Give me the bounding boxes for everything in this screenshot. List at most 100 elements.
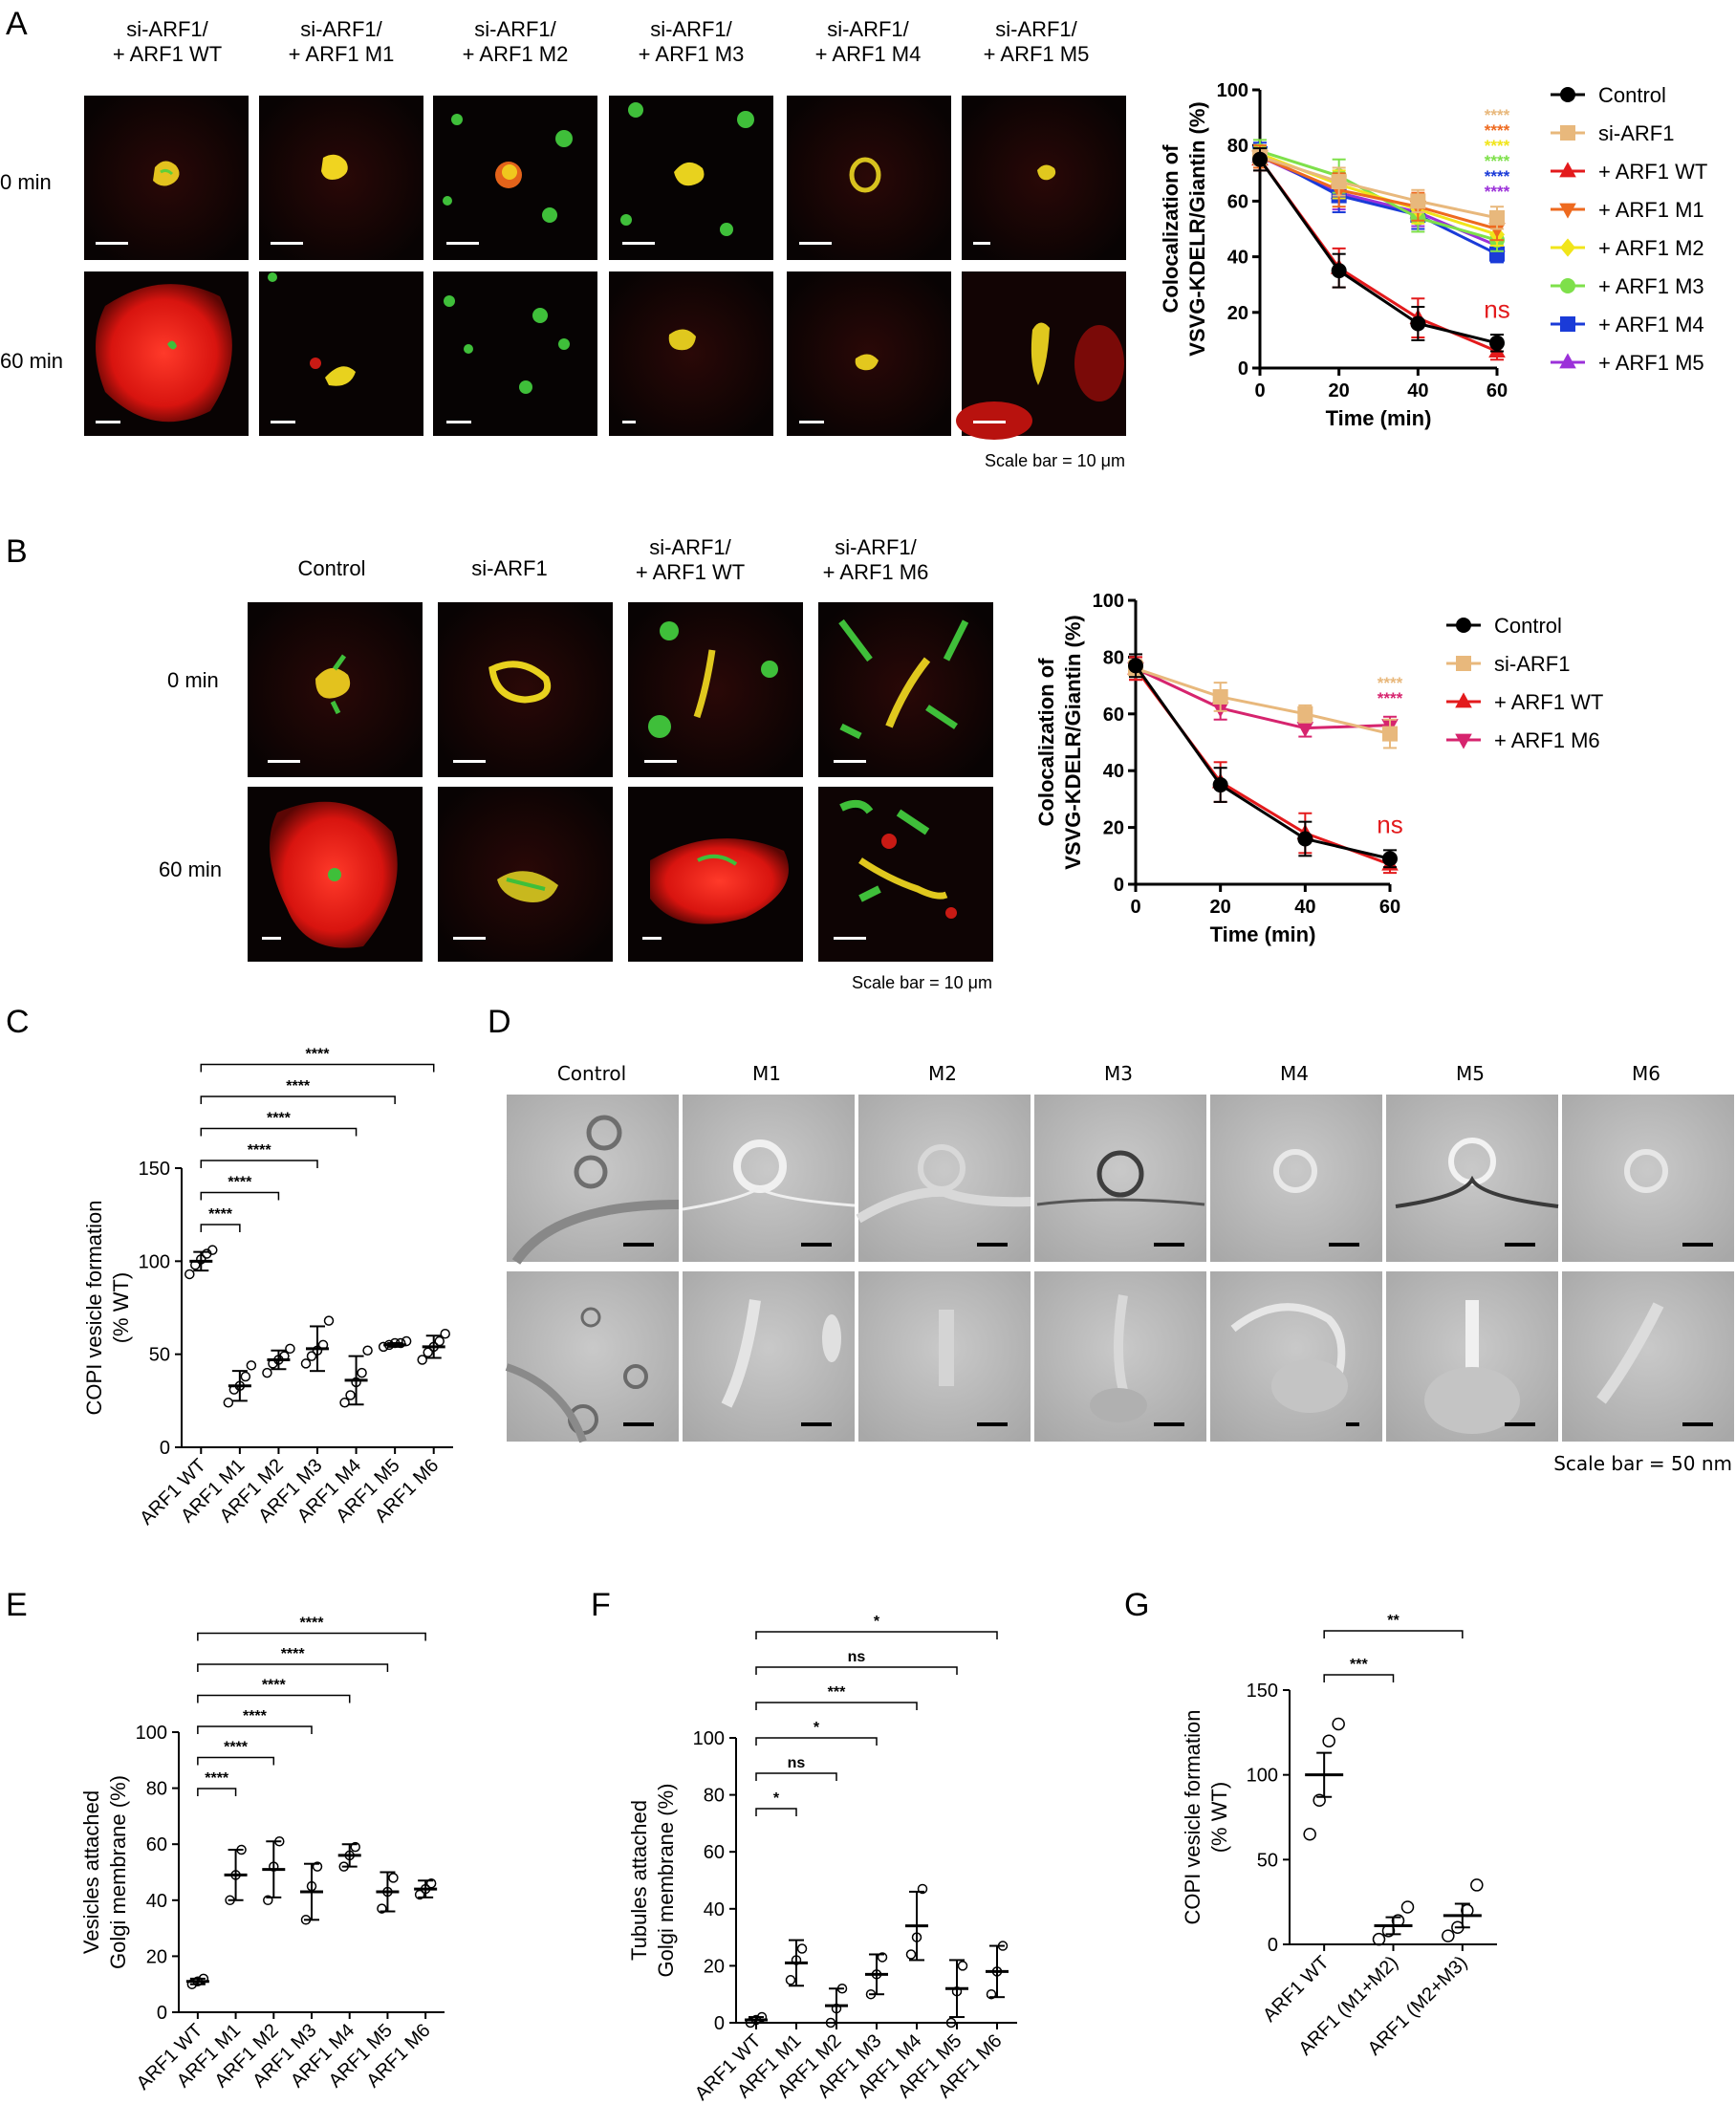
significance-bracket [197,1694,351,1703]
data-point [434,1335,445,1347]
data-point [323,1315,335,1326]
legend-marker [1560,278,1575,293]
y-axis-label-line: Vesicles attached [79,1790,103,1954]
y-tick-label: 20 [146,1946,167,1967]
significance-label: **** [248,1142,272,1159]
data-point [1322,1734,1335,1747]
significance-label: **** [1485,121,1510,140]
legend-marker [1560,316,1575,332]
data-point [428,1341,439,1353]
data-point [1252,151,1268,167]
x-tick-label: 60 [1486,380,1508,401]
y-axis-label: Tubules attached Golgi membrane (%) [627,1784,678,1978]
golgi-signal [321,154,348,180]
panel-a-col-label: + ARF1 M5 [984,42,1090,66]
data-point [423,1347,433,1357]
data-point [1488,223,1506,239]
series--arf1-wt [1251,147,1506,361]
data-point [877,1952,888,1963]
y-tick-label: 0 [714,2013,725,2034]
category-group [224,1844,248,1906]
series-line [1134,667,1391,866]
em-image [858,1095,1031,1262]
panel-b-line-chart: 0 20 40 60 80 100 0 20 40 60 Time (min) Colocalizat… [1034,591,1603,946]
data-point [312,1861,323,1872]
series-line [1259,152,1498,236]
series-si-arf1 [1128,659,1398,749]
legend-label: Control [1494,614,1562,638]
y-tick-label: 80 [146,1779,167,1800]
data-point [1303,1827,1316,1841]
y-tick-label: 150 [139,1159,170,1180]
y-tick-label: 100 [1247,1766,1278,1787]
y-axis-label-line: Colocalization of [1159,144,1183,314]
data-point [417,1355,427,1365]
panel-a-col-label: + ARF1 WT [113,42,222,66]
panel-a-row-label: 60 min [0,349,63,373]
em-image [1210,1271,1382,1442]
category-group [865,1952,888,2000]
significance-label: ns [848,1649,866,1665]
category-group [1442,1878,1484,1942]
y-tick-label: 40 [1227,248,1248,269]
x-axis-label: Time (min) [1210,922,1316,946]
y-tick-label: 40 [704,1899,725,1920]
significance-bracket [755,1702,918,1710]
ns-label: ns [1377,811,1402,839]
x-tick-label: 20 [1210,897,1231,918]
y-axis-label: Vesicles attached Golgi membrane (%) [79,1775,130,1969]
y-axis-label-line: (% WT) [1207,1782,1231,1854]
series-line [1259,155,1498,248]
data-point [756,2011,768,2023]
legend-label: Control [1598,83,1666,107]
data-point [383,1339,395,1351]
y-tick-label: 60 [146,1834,167,1855]
y-tick-label: 100 [139,1251,170,1272]
significance-bracket [197,1725,313,1734]
significance-label: *** [1350,1657,1368,1673]
y-tick-label: 40 [146,1891,167,1912]
significance-label: **** [208,1206,233,1223]
data-point [1212,777,1228,793]
significance-label: ns [788,1755,806,1771]
legend-marker [1456,618,1471,633]
micrograph [433,271,597,436]
legend-marker [1560,125,1575,141]
data-point [186,1979,198,1989]
micrograph [259,96,423,260]
category-group [417,1329,450,1365]
panel-letter-c: C [6,1004,30,1040]
significance-label: * [874,1614,880,1630]
significance-label: **** [306,1047,331,1063]
data-point [865,1988,877,2000]
data-point [1382,726,1398,742]
data-point [306,1880,317,1892]
y-tick-label: 80 [1103,647,1124,668]
significance-bracket [200,1096,396,1104]
micrograph [787,96,951,260]
panel-d-col-label: M3 [1104,1062,1133,1085]
legend-marker [1456,656,1471,671]
micrograph [259,271,423,436]
data-point [1212,688,1228,705]
legend-label: si-ARF1 [1598,121,1674,145]
significance-label: **** [286,1078,311,1095]
panel-b-col-label: Control [298,556,366,580]
y-tick-label: 20 [704,1956,725,1977]
panel-b-col-label: si-ARF1/ [649,535,731,559]
panel-b-row-label: 0 min [167,668,219,692]
panel-b-scale-label: Scale bar = 10 μm [852,973,992,992]
panel-a-col-label: si-ARF1/ [650,17,732,41]
x-tick-label: 0 [1130,897,1140,918]
y-axis-label: COPI vesicle formation (% WT) [82,1201,133,1416]
significance-label: **** [1485,167,1510,185]
significance-bracket [755,1631,998,1639]
data-point [1400,1900,1415,1914]
significance-bracket [1323,1630,1464,1638]
data-point [1451,1920,1465,1935]
data-point [945,2017,957,2028]
category-group [262,1343,295,1378]
y-tick-label: 0 [157,2003,167,2024]
